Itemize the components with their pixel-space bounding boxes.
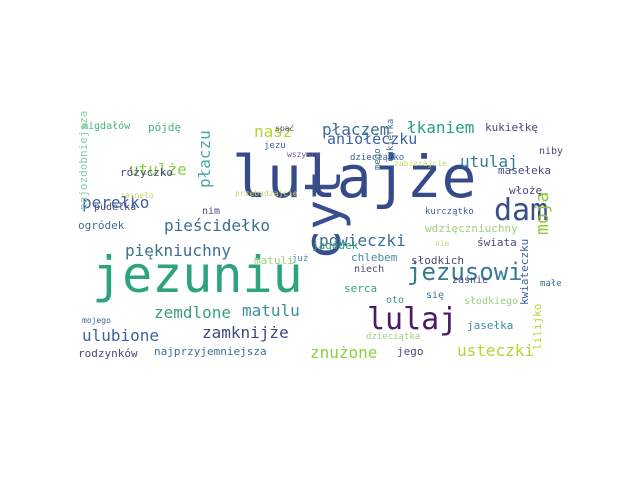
word: już [292,254,309,264]
word: zamknijże [202,323,289,342]
word: jasełka [467,319,514,332]
word: niby [539,146,564,157]
word: niech [354,264,385,275]
word: jezusowi [407,258,523,286]
word: migdałów [82,121,131,132]
word: się [426,290,445,301]
word: zaśnie [452,275,489,286]
word: nasz [254,122,293,141]
word: jezu [264,141,286,151]
word: moja [532,191,553,235]
word: zabierajcie [394,159,447,168]
word: piękniuchny [125,241,231,260]
word: spać [275,124,295,133]
word: znużone [310,343,378,362]
word: płaczu [195,130,214,188]
word: utulże [129,160,187,179]
word: perełko [82,193,150,212]
word: pójdę [148,121,182,134]
word: zemdlone [154,303,232,322]
word: pudełka [94,202,137,213]
word: mego [373,148,383,170]
word: dzieciątko [350,153,405,163]
word: pieścidełko [164,216,270,235]
word: rodzynków [78,347,138,360]
word: powieczki [319,231,406,250]
word: najprzyjemniejsza [154,345,267,358]
word: świata [477,236,517,249]
word: jego [397,345,424,358]
word: mojego [82,316,111,325]
word: słodkich [411,254,464,267]
word: lulaj [367,302,458,337]
word: cukierka [386,118,396,162]
word: matuli [254,254,294,267]
word: małe [540,279,562,289]
word: wszyscy [287,150,321,159]
word: łkaniem [407,118,475,137]
word: włożę [509,184,543,197]
word: usteczki [457,341,535,360]
word: lilijko [531,303,544,350]
word: jezuniu [92,246,303,304]
word: kurczątko [425,207,474,217]
word: dam [494,193,549,228]
word: kwiateczku [518,238,531,305]
word: nim [202,206,221,217]
word: ogródek [78,219,125,232]
word: utulaj [460,152,518,171]
word: wdzięczniuchny [425,222,518,235]
word: oto [386,295,405,306]
word: lulajże [232,143,477,211]
word: przebudzajcie [235,189,298,198]
word: dzieciątka [366,332,421,342]
word: ulubione [82,326,160,345]
word-cloud: lulajże jezuniu cyt lulaj dam jezusowi moja pła… [72,110,568,362]
word: różyczko [120,166,173,179]
word: matulu [242,301,300,320]
word: kukiełkę [485,121,538,134]
word: płaczem [322,120,390,139]
word: chlebem [351,251,398,264]
word: zasnęło [120,191,154,200]
word: najozdobniejsza [77,110,90,210]
word: serca [344,282,378,295]
word: słodkiego [464,296,519,307]
word: jagódek [312,239,359,252]
word: nie [435,239,450,248]
word: aniołeczku [327,130,418,148]
word: masełeka [498,164,551,177]
